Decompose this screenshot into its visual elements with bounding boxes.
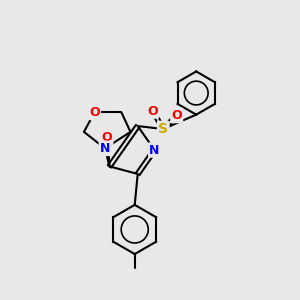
Text: O: O <box>147 104 158 118</box>
Text: N: N <box>149 143 160 157</box>
Text: O: O <box>89 106 100 119</box>
Text: S: S <box>158 122 168 136</box>
Text: O: O <box>102 131 112 144</box>
Text: O: O <box>171 109 182 122</box>
Text: N: N <box>100 142 110 155</box>
